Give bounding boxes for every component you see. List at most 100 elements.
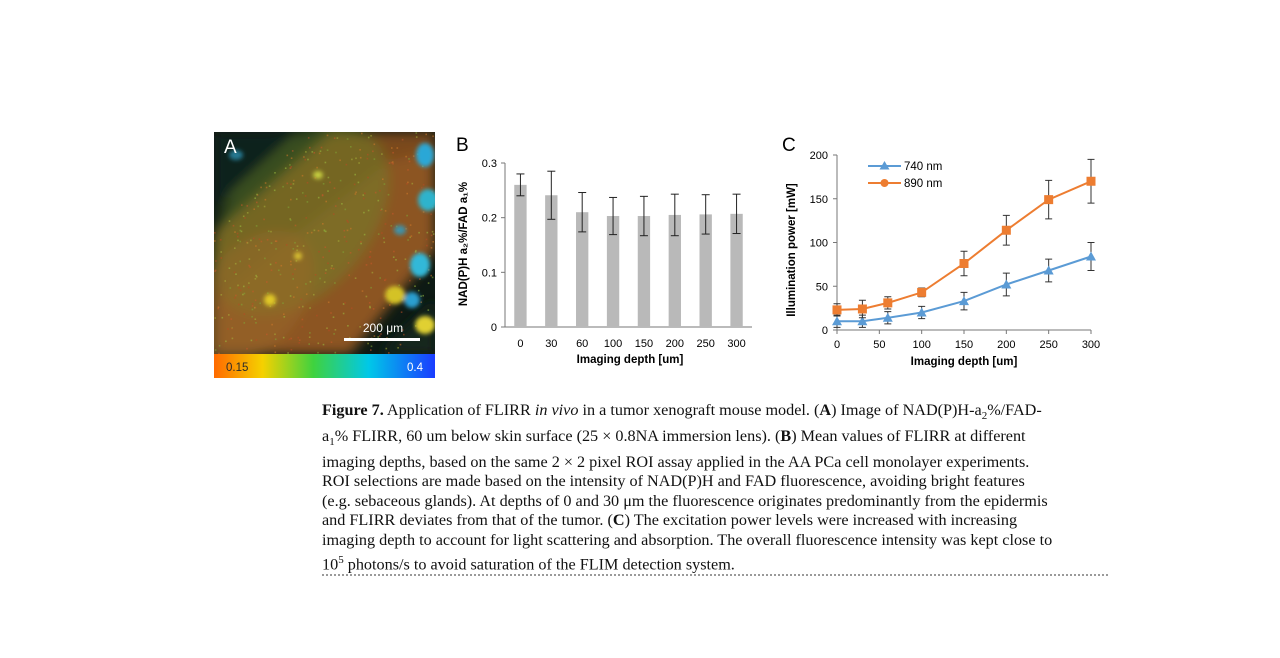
- caption-text: 1: [329, 436, 335, 449]
- figure-label: Figure 7.: [322, 401, 384, 419]
- chart-b-y-tick-label: 0.2: [482, 213, 497, 225]
- chart-c-y-tick-label: 150: [810, 194, 828, 206]
- chart-c-series-line: [837, 255, 1092, 323]
- chart-c-point-890: [857, 304, 867, 314]
- chart-c-x-tick-label: 50: [873, 339, 885, 351]
- panel-a-image: A 200 μm: [214, 132, 435, 354]
- chart-c-point-740: [1086, 251, 1096, 261]
- panel-c-chart: C 0 50 100 150 200 0 50 100 150 200 250 300 Illumin…: [782, 135, 1100, 368]
- chart-c-point-740: [1001, 279, 1012, 289]
- chart-b-y-tick-label: 0.1: [482, 267, 497, 279]
- panel-label-b: B: [456, 135, 469, 156]
- colorbar-max-label: 0.4: [407, 362, 424, 374]
- caption-text: in a tumor xenograft mouse model. (: [578, 401, 820, 419]
- chart-b-bar: [576, 212, 589, 327]
- chart-c-point-740: [916, 307, 927, 317]
- chart-c-point-890: [883, 298, 893, 308]
- chart-c-x-tick-label: 0: [834, 339, 840, 351]
- panel-label-a: A: [224, 137, 237, 158]
- caption-text: ) The excitation power levels were incre…: [624, 511, 1018, 530]
- chart-b-y-tick-label: 0.3: [482, 158, 497, 170]
- caption-text: B: [780, 426, 792, 445]
- chart-b-x-tick-label: 60: [576, 338, 588, 350]
- chart-b-bar: [668, 214, 681, 327]
- chart-c-y-tick-label: 0: [822, 325, 828, 337]
- chart-c-point-890: [1086, 176, 1096, 186]
- caption-text: ) Mean values of FLIRR at different: [791, 426, 1026, 445]
- figure-caption: Figure 7. Application of FLIRR in vivo i…: [322, 401, 1112, 575]
- caption-text: C: [612, 511, 625, 530]
- scale-bar-label: 200 μm: [363, 321, 403, 335]
- panel-b-chart: B 0 0.1 0.2 0.3 0 30 60 100 150 200 250 300 NAD(P)H…: [456, 135, 752, 366]
- caption-text: 10: [322, 555, 339, 574]
- caption-text: ROI selections are made based on the int…: [322, 472, 1025, 491]
- chart-c-ylabel: Illumination power [mW]: [786, 183, 798, 317]
- caption-line: and FLIRR deviates from that of the tumo…: [322, 511, 1112, 531]
- legend-marker-740: [879, 161, 890, 170]
- chart-c-x-tick-label: 200: [997, 339, 1015, 351]
- legend-label-740: 740 nm: [904, 161, 942, 173]
- caption-line: a1% FLIRR, 60 um below skin surface (25 …: [322, 427, 1112, 453]
- chart-b-x-tick-label: 150: [635, 338, 653, 350]
- caption-line: imaging depth to account for light scatt…: [322, 531, 1112, 551]
- caption-text: photons/s to avoid saturation of the FLI…: [343, 555, 735, 574]
- caption-text: A: [819, 401, 832, 419]
- caption-line: Figure 7. Application of FLIRR in vivo i…: [322, 401, 1112, 427]
- colorbar-min-label: 0.15: [226, 362, 248, 374]
- chart-b-bar: [637, 216, 651, 327]
- chart-b-x-tick-label: 0: [517, 338, 523, 350]
- chart-b-bar: [699, 214, 712, 327]
- caption-text: in vivo: [534, 401, 579, 419]
- caption-text: 2: [981, 410, 988, 423]
- legend-label-890: 890 nm: [904, 178, 942, 190]
- chart-c-legend: 740 nm 890 nm: [868, 161, 942, 190]
- chart-c-x-tick-label: 150: [955, 339, 973, 351]
- chart-b-x-tick-label: 300: [727, 338, 745, 350]
- chart-c-point-740: [832, 316, 842, 326]
- chart-b-x-tick-label: 30: [545, 338, 557, 350]
- caption-text: and FLIRR deviates from that of the tumo…: [322, 511, 613, 530]
- caption-text: a: [322, 426, 330, 445]
- caption-text: (e.g. sebaceous glands). At depths of 0 …: [322, 491, 1048, 510]
- caption-text: % FLIRR, 60 um below skin surface (25 × …: [334, 426, 781, 445]
- caption-line: 105 photons/s to avoid saturation of the…: [322, 551, 1112, 575]
- chart-b-bar: [545, 195, 558, 327]
- caption-text: 5: [338, 553, 344, 566]
- image-texture: [214, 132, 435, 354]
- scale-bar: [344, 338, 420, 341]
- chart-c-y-tick-label: 100: [810, 238, 828, 250]
- chart-b-x-tick-label: 250: [697, 338, 715, 350]
- caption-text: ) Image of NAD(P)H-a: [831, 401, 982, 419]
- chart-c-x-tick-label: 300: [1082, 339, 1100, 351]
- chart-c-point-890: [959, 259, 969, 268]
- chart-c-point-740: [1043, 265, 1054, 275]
- chart-b-x-tick-label: 100: [604, 338, 622, 350]
- chart-c-point-740: [882, 312, 893, 322]
- caption-text: imaging depths, based on the same 2 × 2 …: [322, 452, 1030, 471]
- chart-c-x-tick-label: 100: [912, 339, 930, 351]
- chart-c-point-740: [857, 316, 868, 326]
- chart-b-y-tick-label: 0: [491, 322, 497, 334]
- caption-divider: [322, 574, 1108, 576]
- chart-c-y-tick-label: 50: [816, 281, 828, 293]
- caption-text: Application of FLIRR: [383, 401, 535, 419]
- chart-c-point-890: [1001, 225, 1011, 235]
- chart-b-xlabel: Imaging depth [um]: [577, 354, 684, 366]
- chart-b-x-tick-label: 200: [666, 338, 684, 350]
- caption-text: imaging depth to account for light scatt…: [322, 531, 1053, 550]
- chart-c-xlabel: Imaging depth [um]: [911, 356, 1018, 368]
- chart-c-x-tick-label: 250: [1039, 339, 1057, 351]
- chart-b-bar: [606, 216, 620, 327]
- caption-line: imaging depths, based on the same 2 × 2 …: [322, 453, 1112, 473]
- caption-line: ROI selections are made based on the int…: [322, 472, 1112, 492]
- legend-marker-890: [880, 179, 889, 187]
- panel-label-c: C: [782, 135, 796, 156]
- chart-c-point-890: [1044, 195, 1054, 205]
- chart-b-bar: [730, 213, 743, 327]
- caption-line: (e.g. sebaceous glands). At depths of 0 …: [322, 492, 1112, 512]
- chart-b-ylabel: NAD(P)H a₂%/FAD a₁%: [458, 182, 470, 306]
- chart-c-point-740: [959, 296, 969, 306]
- chart-c-point-890: [832, 305, 842, 315]
- chart-c-point-890: [917, 287, 927, 297]
